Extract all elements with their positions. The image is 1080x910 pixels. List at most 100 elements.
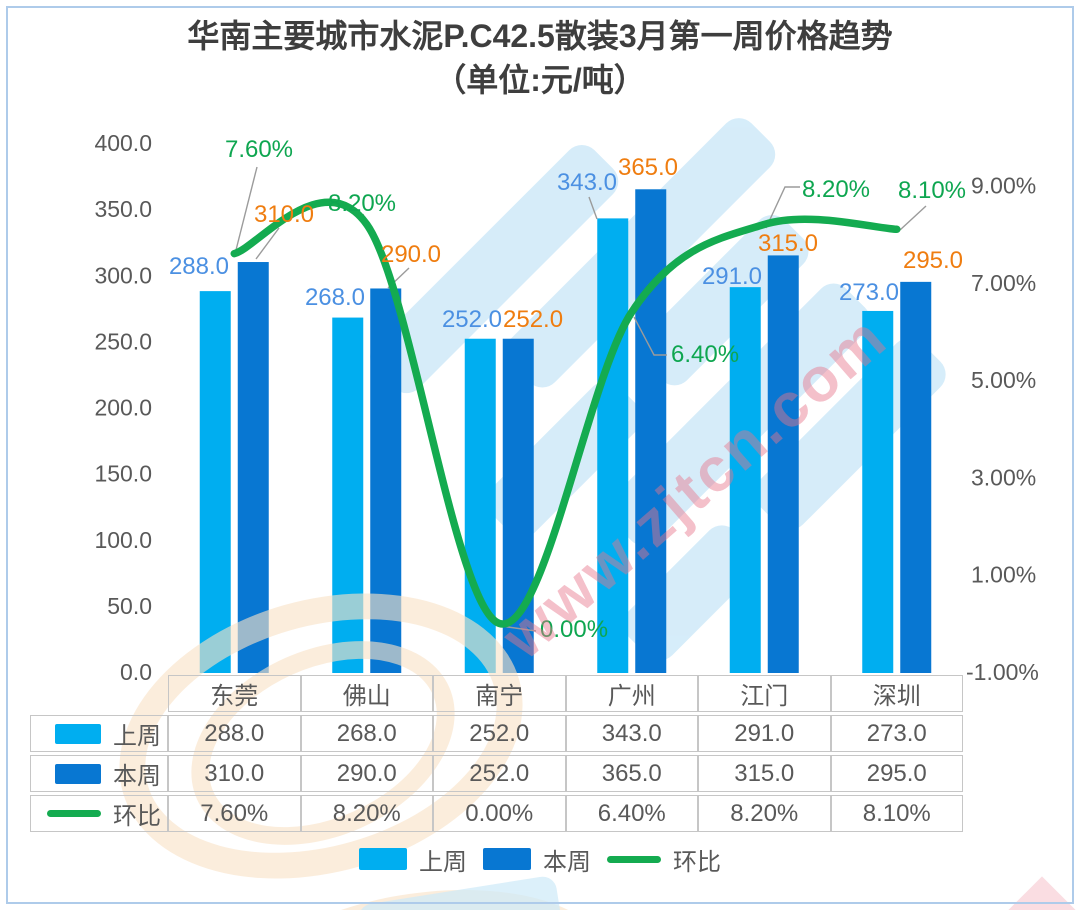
table-header-cell-4: 江门 <box>698 675 831 712</box>
table-header-row: 东莞 佛山 南宁 广州 江门 深圳 <box>30 675 963 712</box>
table-row-label-1: 本周 <box>30 755 168 792</box>
left-axis-tick-1: 350.0 <box>94 196 152 222</box>
data-label-本周-1: 290.0 <box>381 241 441 268</box>
left-axis-tick-5: 150.0 <box>94 461 152 487</box>
left-axis-tick-2: 300.0 <box>94 262 152 288</box>
data-label-本周-4: 315.0 <box>758 230 818 257</box>
table-row-环比: 环比 7.60% 8.20% 0.00% 6.40% 8.20% 8.10% <box>30 795 963 832</box>
data-label-本周-2: 252.0 <box>503 306 563 333</box>
data-label-环比-5: 8.10% <box>898 177 966 204</box>
table-header-cell-1: 佛山 <box>300 675 433 712</box>
table-legend-label-1: 本周 <box>113 763 161 790</box>
data-label-环比-4: 8.20% <box>802 176 870 203</box>
data-label-上周-2: 252.0 <box>442 306 502 333</box>
data-label-环比-1: 8.20% <box>328 190 396 217</box>
legend-label-1: 本周 <box>543 848 591 876</box>
data-label-上周-5: 273.0 <box>839 279 899 306</box>
left-axis-tick-7: 50.0 <box>107 593 152 619</box>
data-label-环比-3: 6.40% <box>671 341 739 368</box>
leader-line-s2-5 <box>899 205 927 231</box>
wow-change-line <box>230 198 901 628</box>
legend-item-上周: 上周 <box>359 842 467 877</box>
bar-this-week-1 <box>370 288 402 673</box>
legend-swatch-2 <box>607 855 661 863</box>
table-legend-swatch-0 <box>55 723 101 744</box>
table-cell-r0-c0: 288.0 <box>168 715 301 752</box>
table-header-cell-5: 深圳 <box>830 675 963 712</box>
data-label-上周-0: 288.0 <box>169 253 229 280</box>
right-axis-tick-1: 7.00% <box>971 270 1036 296</box>
table-cell-r1-c4: 315.0 <box>698 755 831 792</box>
chart-title-line2: （单位:元/吨） <box>434 62 646 98</box>
legend-swatch-1 <box>483 848 531 870</box>
bar-last-week-4 <box>729 287 761 673</box>
table-cell-r0-c3: 343.0 <box>565 715 698 752</box>
leader-line-s2-4 <box>765 186 800 229</box>
data-label-上周-3: 343.0 <box>557 169 617 196</box>
left-axis-tick-0: 400.0 <box>94 130 152 156</box>
bar-this-week-0 <box>237 262 269 673</box>
table-cell-r2-c4: 8.20% <box>698 795 831 832</box>
table-row-label-2: 环比 <box>30 795 168 832</box>
left-axis-tick-4: 200.0 <box>94 395 152 421</box>
right-axis-tick-4: 1.00% <box>971 562 1036 588</box>
data-label-本周-3: 365.0 <box>618 154 678 181</box>
data-label-本周-0: 310.0 <box>254 201 314 228</box>
table-cell-r2-c2: 0.00% <box>433 795 566 832</box>
table-row-本周: 本周 310.0 290.0 252.0 365.0 315.0 295.0 <box>30 755 963 792</box>
table-cell-r2-c3: 6.40% <box>565 795 698 832</box>
table-cell-r0-c2: 252.0 <box>433 715 566 752</box>
bar-last-week-0 <box>199 291 231 673</box>
table-cell-r1-c0: 310.0 <box>168 755 301 792</box>
legend-item-本周: 本周 <box>483 842 591 877</box>
right-axis-tick-3: 3.00% <box>971 464 1036 490</box>
data-label-上周-1: 268.0 <box>305 284 365 311</box>
table-cell-r0-c1: 268.0 <box>300 715 433 752</box>
table-cell-r0-c5: 273.0 <box>830 715 963 752</box>
right-axis-tick-5: -1.00% <box>966 659 1039 685</box>
table-row-label-0: 上周 <box>30 715 168 752</box>
data-table: 东莞 佛山 南宁 广州 江门 深圳 上周 288.0 268.0 252.0 343.0 291.0… <box>30 672 963 835</box>
leader-line-s2-3 <box>633 316 667 356</box>
table-row-上周: 上周 288.0 268.0 252.0 343.0 291.0 273.0 <box>30 715 963 752</box>
table-cell-r0-c4: 291.0 <box>698 715 831 752</box>
table-cell-r1-c3: 365.0 <box>565 755 698 792</box>
bar-this-week-5 <box>900 281 932 673</box>
leader-line-s1-0 <box>255 227 280 260</box>
chart-title: 华南主要城市水泥P.C42.5散装3月第一周价格趋势 （单位:元/吨） <box>0 14 1080 102</box>
legend-label-0: 上周 <box>419 848 467 876</box>
left-axis-tick-3: 250.0 <box>94 328 152 354</box>
leader-line-s2-0 <box>235 166 258 251</box>
bar-last-week-5 <box>862 310 894 673</box>
table-cell-r2-c1: 8.20% <box>300 795 433 832</box>
chart-legend: 上周 本周 环比 <box>0 842 1080 876</box>
legend-item-环比: 环比 <box>607 842 721 877</box>
table-header-cell-0: 东莞 <box>168 675 301 712</box>
right-axis-tick-2: 5.00% <box>971 367 1036 393</box>
data-label-环比-2: 0.00% <box>540 616 608 643</box>
chart-title-line1: 华南主要城市水泥P.C42.5散装3月第一周价格趋势 <box>187 18 893 54</box>
table-header-cell-3: 广州 <box>565 675 698 712</box>
right-axis-tick-0: 9.00% <box>971 173 1036 199</box>
data-label-上周-4: 291.0 <box>702 263 762 290</box>
legend-label-2: 环比 <box>673 848 721 876</box>
table-cell-r1-c1: 290.0 <box>300 755 433 792</box>
bar-this-week-4 <box>767 255 799 673</box>
left-axis-tick-6: 100.0 <box>94 527 152 553</box>
bar-last-week-2 <box>464 338 496 673</box>
table-cell-r2-c5: 8.10% <box>830 795 963 832</box>
data-label-环比-0: 7.60% <box>225 136 293 163</box>
table-corner-cell <box>30 675 168 712</box>
table-legend-swatch-1 <box>55 763 101 784</box>
table-legend-label-2: 环比 <box>113 803 161 830</box>
table-cell-r1-c5: 295.0 <box>830 755 963 792</box>
table-cell-r2-c0: 7.60% <box>168 795 301 832</box>
bar-last-week-3 <box>597 218 629 673</box>
bar-last-week-1 <box>332 317 364 673</box>
data-label-本周-5: 295.0 <box>903 247 963 274</box>
table-cell-r1-c2: 252.0 <box>433 755 566 792</box>
leader-line-s0-3 <box>588 196 598 220</box>
legend-swatch-0 <box>359 848 407 870</box>
